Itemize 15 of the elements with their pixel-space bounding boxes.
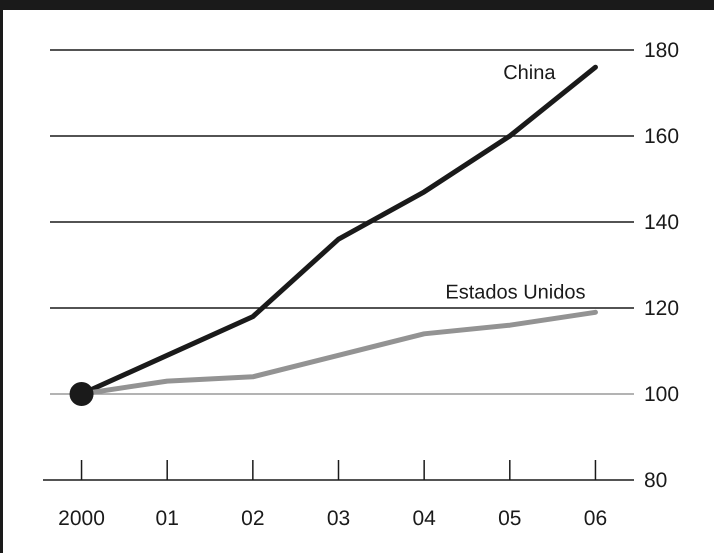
x-tick-label: 2000 (58, 507, 105, 530)
y-tick-label: 160 (644, 125, 680, 148)
x-tick-label: 05 (498, 507, 522, 530)
y-tick-label: 140 (644, 211, 680, 234)
y-tick-label: 100 (644, 383, 680, 406)
series-label: Estados Unidos (445, 281, 586, 304)
x-tick-label: 03 (326, 507, 350, 530)
y-tick-label: 180 (644, 39, 680, 62)
x-tick-label: 04 (412, 507, 436, 530)
series-label: China (503, 62, 556, 84)
x-tick-label: 01 (156, 507, 179, 530)
y-tick-label: 120 (644, 297, 680, 320)
y-tick-label: 80 (644, 469, 668, 492)
x-tick-label: 06 (584, 507, 608, 530)
x-tick-label: 02 (241, 507, 265, 530)
